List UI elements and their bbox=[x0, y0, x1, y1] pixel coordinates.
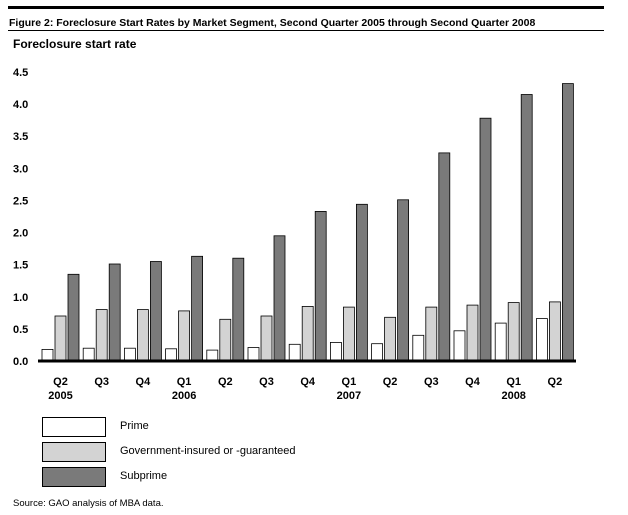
bar-government bbox=[507, 302, 520, 362]
bar-prime bbox=[165, 348, 178, 362]
bar-subprime bbox=[314, 210, 327, 362]
y-tick-label: 0.0 bbox=[13, 356, 28, 368]
x-tick-label: Q1 bbox=[506, 376, 521, 388]
x-tick-label: Q3 bbox=[424, 376, 439, 388]
title-rule bbox=[8, 30, 604, 31]
y-tick-label: 0.5 bbox=[13, 324, 28, 336]
bar-government bbox=[549, 301, 561, 362]
bar-subprime bbox=[108, 263, 121, 362]
bar-prime bbox=[494, 322, 507, 362]
bar-prime bbox=[412, 334, 425, 362]
bar-prime bbox=[82, 347, 95, 362]
x-tick-label: Q2 bbox=[218, 376, 233, 388]
x-tick-year-label: 2008 bbox=[501, 390, 525, 402]
legend-label-subprime: Subprime bbox=[120, 470, 168, 482]
bar-subprime bbox=[520, 94, 533, 362]
bar-prime bbox=[371, 343, 384, 362]
x-axis-ticks: Q2 2005 Q3 Q4 Q1 2006 Q2 Q3 Q4 Q1 2007 Q2 Q3 Q4 Q1 2008… bbox=[48, 376, 562, 402]
x-tick-year-label: 2007 bbox=[337, 390, 361, 402]
bar-subprime bbox=[355, 203, 368, 362]
x-tick-label: Q2 bbox=[53, 376, 68, 388]
bar-government bbox=[384, 316, 397, 362]
legend-swatch-government bbox=[42, 442, 106, 462]
bar-government bbox=[54, 315, 67, 362]
bar-subprime bbox=[397, 199, 410, 362]
legend-label-prime: Prime bbox=[120, 420, 149, 432]
bar-government bbox=[260, 315, 273, 362]
x-tick-year-label: 2005 bbox=[48, 390, 72, 402]
y-axis-ticks: 0.0 0.5 1.0 1.5 2.0 2.5 3.0 3.5 4.0 4.5 bbox=[13, 67, 28, 368]
bar-prime bbox=[124, 347, 136, 362]
x-tick-label: Q3 bbox=[94, 376, 109, 388]
x-tick-label: Q2 bbox=[383, 376, 398, 388]
x-tick-label: Q4 bbox=[136, 376, 152, 388]
bar-government bbox=[342, 306, 355, 362]
bar-prime bbox=[288, 343, 301, 362]
bar-subprime bbox=[438, 152, 451, 362]
source-note: Source: GAO analysis of MBA data. bbox=[13, 498, 164, 509]
bar-government bbox=[178, 310, 191, 362]
bar-subprime bbox=[232, 257, 245, 362]
bar-subprime bbox=[562, 83, 574, 362]
bar-government bbox=[219, 318, 232, 362]
bar-prime bbox=[247, 347, 260, 362]
bar-subprime bbox=[273, 235, 286, 362]
bar-government bbox=[425, 306, 438, 362]
x-tick-label: Q3 bbox=[259, 376, 274, 388]
bar-subprime bbox=[191, 255, 204, 362]
y-tick-label: 1.5 bbox=[13, 260, 28, 272]
y-tick-label: 2.0 bbox=[13, 228, 28, 240]
legend-label-government: Government-insured or -guaranteed bbox=[120, 445, 296, 457]
y-tick-label: 1.0 bbox=[13, 292, 28, 304]
y-tick-label: 2.5 bbox=[13, 195, 28, 207]
legend-swatch-subprime bbox=[42, 467, 106, 487]
y-tick-label: 4.0 bbox=[13, 99, 28, 111]
legend-swatch-prime bbox=[42, 417, 106, 437]
bar-subprime bbox=[479, 117, 492, 362]
bar-subprime bbox=[149, 261, 162, 362]
bar-government bbox=[466, 304, 479, 362]
y-tick-label: 3.0 bbox=[13, 163, 28, 175]
top-rule bbox=[8, 6, 604, 9]
bar-government bbox=[301, 305, 314, 362]
y-axis-title: Foreclosure start rate bbox=[13, 37, 137, 51]
y-tick-label: 3.5 bbox=[13, 131, 28, 143]
x-tick-label: Q4 bbox=[465, 376, 481, 388]
bar-government bbox=[136, 309, 149, 362]
figure-title: Figure 2: Foreclosure Start Rates by Mar… bbox=[9, 17, 536, 29]
x-tick-label: Q2 bbox=[548, 376, 563, 388]
bar-subprime bbox=[67, 273, 80, 362]
x-tick-label: Q4 bbox=[300, 376, 316, 388]
bar-prime bbox=[453, 330, 466, 362]
x-tick-year-label: 2006 bbox=[172, 390, 196, 402]
bar-prime bbox=[329, 341, 342, 362]
bar-government bbox=[95, 309, 108, 362]
x-tick-label: Q1 bbox=[177, 376, 192, 388]
bar-prime bbox=[41, 348, 54, 362]
bar-prime bbox=[536, 318, 548, 362]
bar-marks bbox=[41, 83, 574, 362]
x-tick-label: Q1 bbox=[342, 376, 357, 388]
y-tick-label: 4.5 bbox=[13, 67, 28, 79]
bar-prime bbox=[206, 349, 219, 362]
